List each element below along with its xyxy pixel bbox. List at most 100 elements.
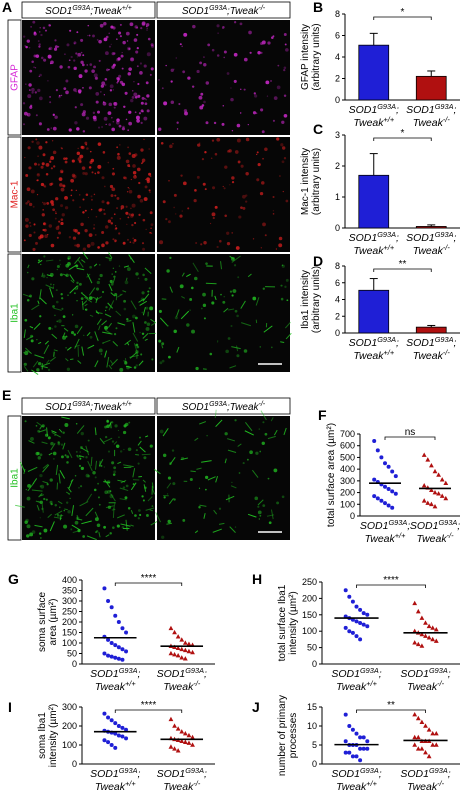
label-superscript: G93A bbox=[360, 766, 379, 775]
cell-signal bbox=[82, 247, 87, 251]
cell-process bbox=[78, 455, 85, 458]
cell-process bbox=[42, 362, 51, 366]
cell-signal bbox=[98, 348, 103, 353]
y-axis-label: (arbitrary units) bbox=[311, 23, 322, 90]
genotype-label: SOD1G93A;Tweak+/+ bbox=[90, 666, 140, 693]
cell-process bbox=[55, 464, 59, 475]
cell-signal bbox=[38, 122, 42, 126]
cell-signal bbox=[94, 233, 97, 236]
y-tick-label: 300 bbox=[62, 702, 77, 712]
label-part: Tweak bbox=[353, 117, 384, 129]
data-point bbox=[429, 487, 434, 493]
cell-signal bbox=[116, 118, 120, 122]
cell-signal bbox=[123, 299, 127, 303]
label-part: ; bbox=[453, 104, 456, 116]
cell-process bbox=[51, 431, 61, 438]
cell-signal bbox=[77, 157, 82, 162]
y-tick-label: 250 bbox=[62, 607, 77, 617]
label-superscript: +/+ bbox=[122, 401, 132, 408]
cell-signal bbox=[95, 531, 98, 534]
cell-process bbox=[108, 364, 113, 370]
cell-signal bbox=[125, 118, 128, 121]
cell-signal bbox=[136, 33, 139, 36]
cell-signal bbox=[33, 223, 36, 226]
cell-signal bbox=[253, 92, 256, 95]
cell-signal bbox=[144, 277, 148, 281]
cell-signal bbox=[116, 155, 121, 160]
cell-signal bbox=[190, 286, 194, 290]
data-point bbox=[419, 746, 425, 751]
label-part: ; bbox=[204, 768, 207, 780]
bar bbox=[358, 289, 390, 334]
cell-signal bbox=[25, 488, 28, 491]
cell-signal bbox=[86, 64, 89, 66]
column-header-box bbox=[21, 397, 156, 415]
data-point bbox=[423, 633, 428, 638]
cell-signal bbox=[222, 27, 224, 29]
cell-signal bbox=[157, 127, 162, 131]
cell-process bbox=[80, 292, 89, 299]
cell-process bbox=[88, 287, 96, 296]
cell-signal bbox=[146, 322, 151, 327]
cell-signal bbox=[28, 166, 32, 170]
cell-process bbox=[85, 507, 94, 517]
cell-signal bbox=[135, 272, 139, 276]
cell-signal bbox=[50, 182, 54, 186]
cell-process bbox=[169, 457, 176, 466]
cell-signal bbox=[51, 328, 54, 330]
genotype-label: SOD1G93A;Tweak+/+ bbox=[349, 335, 399, 362]
cell-signal bbox=[98, 503, 101, 506]
cell-signal bbox=[282, 190, 285, 193]
cell-signal bbox=[96, 280, 100, 285]
cell-signal bbox=[34, 162, 37, 166]
genotype-label: SOD1G93A;Tweak-/- bbox=[406, 102, 456, 129]
cell-process bbox=[76, 267, 85, 271]
cell-signal bbox=[261, 40, 266, 45]
cell-process bbox=[161, 344, 164, 349]
cell-process bbox=[257, 499, 264, 506]
cell-signal bbox=[33, 231, 36, 234]
cell-signal bbox=[128, 421, 131, 424]
cell-process bbox=[231, 255, 241, 263]
cell-signal bbox=[90, 208, 93, 211]
cell-signal bbox=[119, 144, 121, 146]
cell-signal bbox=[142, 247, 146, 251]
cell-signal bbox=[259, 346, 262, 348]
cell-signal bbox=[113, 101, 118, 106]
data-point bbox=[439, 477, 445, 482]
data-point bbox=[415, 746, 421, 751]
cell-process bbox=[181, 272, 185, 277]
cell-signal bbox=[98, 59, 101, 62]
cell-signal bbox=[125, 205, 128, 208]
data-point bbox=[347, 594, 352, 599]
y-axis-label: Iba1 intensity bbox=[300, 270, 311, 329]
cell-signal bbox=[132, 241, 135, 244]
cell-process bbox=[23, 365, 29, 372]
cell-signal bbox=[64, 454, 67, 457]
cell-signal bbox=[134, 111, 137, 114]
data-point bbox=[109, 641, 114, 645]
significance-bracket bbox=[114, 709, 183, 713]
cell-signal bbox=[57, 225, 60, 228]
cell-process bbox=[240, 300, 246, 309]
micrograph-texture bbox=[22, 20, 154, 133]
cell-signal bbox=[141, 311, 144, 314]
data-point bbox=[358, 621, 363, 625]
label-superscript: -/- bbox=[193, 779, 200, 788]
label-part: ; bbox=[457, 520, 460, 532]
cell-process bbox=[142, 332, 149, 339]
data-point bbox=[168, 650, 174, 656]
cell-signal bbox=[233, 21, 237, 24]
cell-signal bbox=[88, 296, 93, 301]
label-part: Tweak bbox=[413, 245, 444, 257]
cell-signal bbox=[182, 70, 186, 74]
cell-signal bbox=[268, 521, 272, 525]
cell-signal bbox=[281, 146, 286, 150]
cell-signal bbox=[243, 349, 248, 353]
cell-signal bbox=[101, 81, 106, 86]
cell-signal bbox=[191, 329, 196, 334]
cell-signal bbox=[149, 306, 154, 311]
cell-signal bbox=[90, 195, 93, 198]
cell-process bbox=[57, 500, 63, 505]
cell-signal bbox=[36, 194, 39, 196]
